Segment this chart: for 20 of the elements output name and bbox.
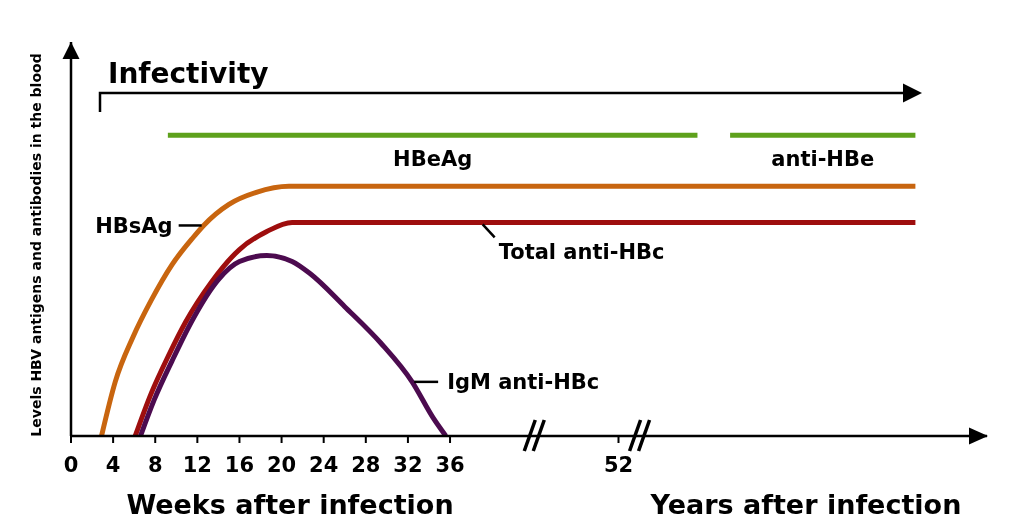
x-tick-label: 8: [147, 452, 163, 477]
x-tick-label: 4: [105, 452, 121, 477]
series-label: IgM anti-HBc: [447, 369, 600, 394]
x-tick-label: 20: [266, 452, 297, 477]
x-tick-label: 12: [182, 452, 212, 477]
x-tick-label: 24: [309, 452, 339, 477]
x-tick-label: 28: [351, 452, 381, 477]
series-label: HBeAg: [393, 147, 473, 172]
x-tick-label: 0: [63, 452, 79, 477]
text: Years after infection: [649, 489, 962, 520]
series-label: anti-HBe: [771, 147, 875, 172]
y-axis-title: Levels HBV antigens and antibodies in the blood: [28, 53, 44, 437]
x-tick-label: 16: [224, 452, 255, 477]
x-axis-title: Weeks after infection: [126, 489, 454, 520]
series-label: Total anti-HBc: [498, 240, 665, 265]
text: Infectivity: [108, 57, 269, 90]
x-tick-label: 36: [435, 452, 465, 477]
series-label: HBsAg: [95, 214, 173, 239]
x-tick-label: 52: [603, 452, 634, 477]
x-tick-label: 32: [393, 452, 423, 477]
